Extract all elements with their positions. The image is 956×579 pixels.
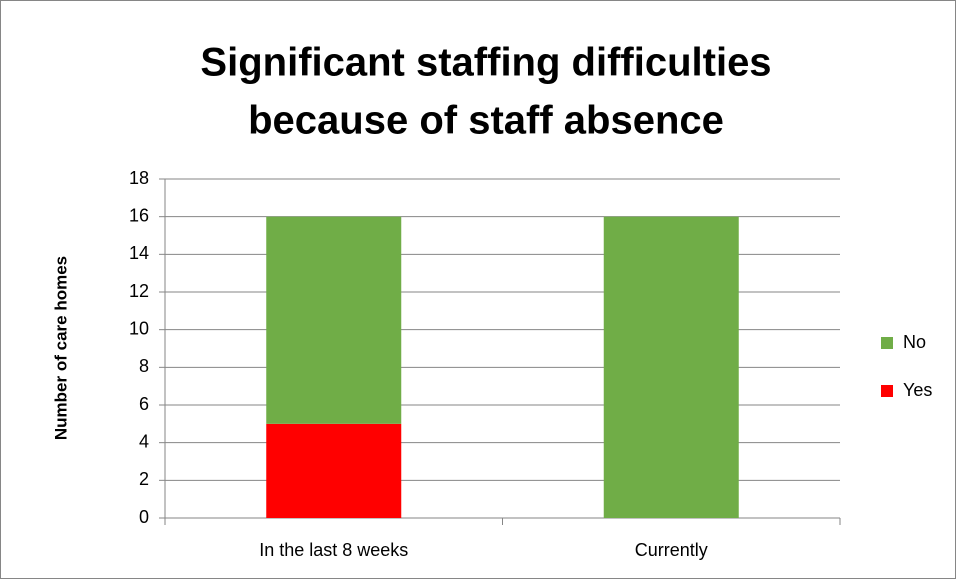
bar-segment bbox=[266, 216, 402, 424]
legend-swatch bbox=[881, 337, 893, 349]
y-tick-label: 12 bbox=[129, 281, 149, 301]
y-tick-label: 8 bbox=[139, 356, 149, 376]
bar-segment bbox=[603, 216, 739, 518]
chart-title: Significant staffing difficulties bbox=[200, 41, 771, 85]
legend-label: No bbox=[903, 332, 926, 352]
x-tick-label: In the last 8 weeks bbox=[259, 540, 408, 560]
y-tick-label: 18 bbox=[129, 168, 149, 188]
y-tick-label: 16 bbox=[129, 205, 149, 225]
chart-title: because of staff absence bbox=[248, 99, 724, 143]
y-tick-label: 10 bbox=[129, 318, 149, 338]
y-tick-label: 2 bbox=[139, 469, 149, 489]
y-tick-label: 0 bbox=[139, 507, 149, 527]
y-tick-label: 14 bbox=[129, 243, 149, 263]
y-axis-label: Number of care homes bbox=[51, 256, 70, 440]
legend-swatch bbox=[881, 385, 893, 397]
legend-label: Yes bbox=[903, 380, 932, 400]
y-tick-label: 6 bbox=[139, 394, 149, 414]
bar-segment bbox=[266, 423, 402, 518]
y-tick-label: 4 bbox=[139, 431, 149, 451]
x-tick-label: Currently bbox=[635, 540, 708, 560]
